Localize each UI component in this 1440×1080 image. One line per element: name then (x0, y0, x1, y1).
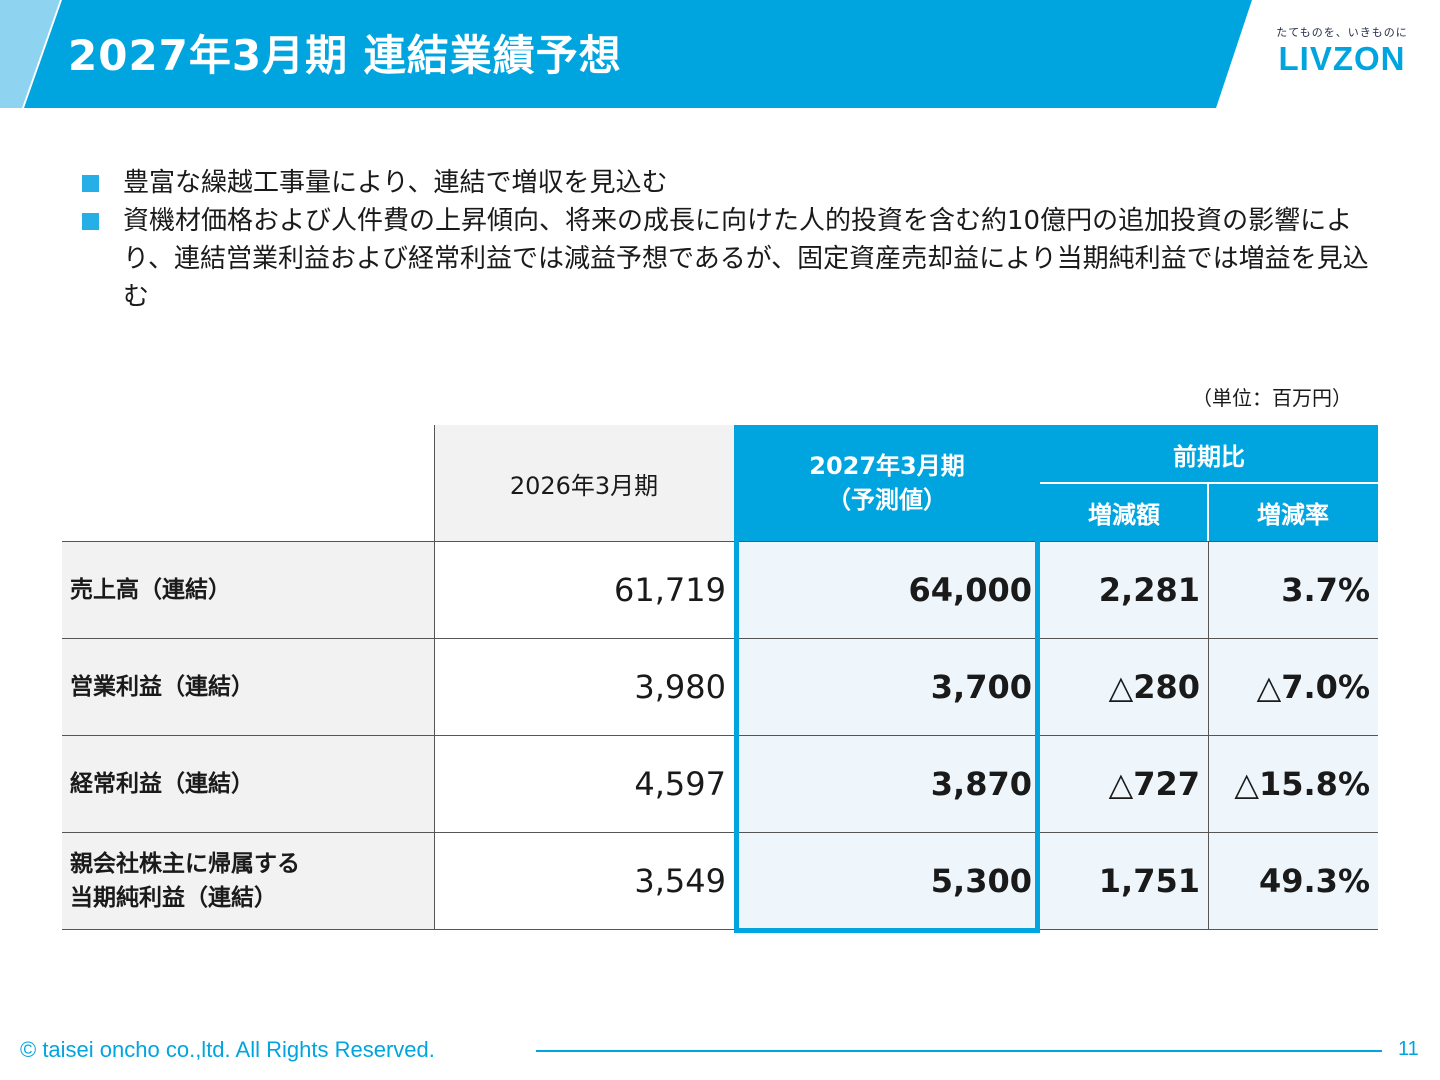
cell-forecast: 3,870 (734, 735, 1040, 832)
header-shape (0, 0, 1252, 108)
logo-wordmark: LIVZON (1278, 40, 1406, 77)
cell-diff: △727 (1040, 735, 1208, 832)
header-forecast-label: 2027年3月期 (809, 452, 965, 480)
table-row-label: 売上高（連結） (62, 541, 434, 638)
row-divider (62, 541, 1378, 542)
cell-rate: 3.7% (1208, 541, 1378, 638)
row-label-text: 営業利益（連結） (70, 673, 254, 700)
cell-diff: △280 (1040, 638, 1208, 735)
header-divider (1040, 482, 1378, 484)
forecast-table: 2026年3月期 2027年3月期 （予測値） 前期比 増減額 増減率 売上高（… (62, 425, 1378, 933)
header-divider (1207, 483, 1209, 541)
cell-forecast: 5,300 (734, 832, 1040, 929)
row-divider (62, 735, 1378, 736)
header-compare: 前期比 (1040, 425, 1378, 483)
cell-diff: 1,751 (1040, 832, 1208, 929)
column-divider (434, 425, 435, 929)
row-divider (62, 832, 1378, 833)
header-forecast: 2027年3月期 （予測値） (734, 425, 1040, 541)
bullet-text: 資機材価格および人件費の上昇傾向、将来の成長に向けた人的投資を含む約10億円の追… (123, 206, 1369, 312)
header-rate: 増減率 (1208, 483, 1378, 541)
cell-prev: 4,597 (634, 764, 726, 803)
bullet-item: 豊富な繰越工事量により、連結で増収を見込む (80, 164, 1380, 202)
row-label-text: 売上高（連結） (70, 576, 231, 603)
square-bullet-icon (82, 175, 99, 192)
cell-forecast: 3,700 (734, 638, 1040, 735)
column-divider (1208, 541, 1209, 929)
cell-forecast: 64,000 (734, 541, 1040, 638)
row-divider (62, 929, 1378, 930)
cell-diff: 2,281 (1040, 541, 1208, 638)
page-number: 11 (1398, 1038, 1419, 1060)
header-band: 2027年3月期 連結業績予想 たてものを、いきものに LIVZON (0, 0, 1440, 108)
header-prev-year: 2026年3月期 (434, 425, 734, 541)
bullet-item: 資機材価格および人件費の上昇傾向、将来の成長に向けた人的投資を含む約10億円の追… (80, 202, 1370, 316)
header-diff-label: 増減額 (1088, 500, 1160, 529)
cell-prev: 3,549 (634, 861, 726, 900)
row-divider (62, 638, 1378, 639)
table-row-label: 経常利益（連結） (62, 735, 434, 832)
company-logo: たてものを、いきものに LIVZON (1262, 24, 1422, 78)
cell-prev: 61,719 (614, 570, 726, 609)
header-compare-label: 前期比 (1173, 442, 1245, 471)
table-row-label: 親会社株主に帰属する 当期純利益（連結） (62, 832, 434, 929)
cell-rate: △7.0% (1208, 638, 1378, 735)
header-prev-year-label: 2026年3月期 (509, 471, 659, 500)
header-forecast-sub: （予測値） (827, 486, 947, 514)
row-label-text: 経常利益（連結） (70, 770, 254, 797)
cell-prev: 3,980 (634, 667, 726, 706)
cell-rate: 49.3% (1208, 832, 1378, 929)
row-label-text-line2: 当期純利益（連結） (70, 884, 277, 911)
table-row-label: 営業利益（連結） (62, 638, 434, 735)
page-title: 2027年3月期 連結業績予想 (68, 31, 622, 80)
logo-tagline: たてものを、いきものに (1276, 26, 1408, 39)
footer-rule (536, 1050, 1382, 1052)
square-bullet-icon (82, 213, 99, 230)
header-rate-label: 増減率 (1257, 500, 1329, 529)
bullet-text: 豊富な繰越工事量により、連結で増収を見込む (123, 168, 668, 198)
bullet-list: 豊富な繰越工事量により、連結で増収を見込む 資機材価格および人件費の上昇傾向、将… (80, 164, 1380, 316)
copyright-text: © taisei oncho co.,ltd. All Rights Reser… (20, 1037, 435, 1062)
row-label-text: 親会社株主に帰属する (70, 850, 300, 877)
unit-label: （単位：百万円） (1192, 386, 1352, 410)
cell-rate: △15.8% (1208, 735, 1378, 832)
header-diff: 増減額 (1040, 483, 1208, 541)
